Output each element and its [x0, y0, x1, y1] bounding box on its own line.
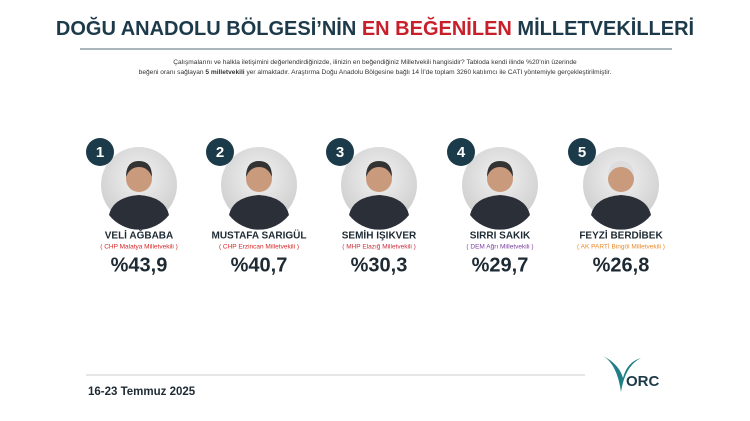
- rank-number: 4: [457, 144, 466, 161]
- title-part: MİLLETVEKİLLERİ: [512, 17, 694, 40]
- rank-badge: [326, 138, 354, 166]
- rank-badge: [86, 138, 114, 166]
- title-highlight: EN BEĞENİLEN: [362, 16, 512, 40]
- member-name: MUSTAFA SARIGÜL: [212, 229, 307, 242]
- member-score: %40,7: [231, 254, 288, 276]
- photo-head: [246, 166, 272, 192]
- photo-hair: [487, 161, 513, 177]
- member-list: 1 VELİ AĞBABA ( CHP Malatya Milletvekili )…: [86, 138, 665, 276]
- photo-hair: [608, 161, 634, 177]
- photo-head: [366, 166, 392, 192]
- member-score: %43,9: [111, 254, 168, 276]
- rank-number: 1: [96, 144, 104, 161]
- member-party: ( CHP Erzincan Milletvekili ): [219, 244, 299, 251]
- photo-silhouette: [470, 195, 530, 230]
- photo-head: [487, 166, 513, 192]
- description-line: Çalışmalarını ve halkla iletişimini değe…: [173, 59, 577, 66]
- member-party: ( CHP Malatya Milletvekili ): [100, 244, 178, 251]
- rank-badge: [447, 138, 475, 166]
- member-score: %29,7: [472, 254, 529, 276]
- photo-head: [126, 166, 152, 192]
- title: DOĞU ANADOLU BÖLGESİ’NİN EN BEĞENİLEN Mİ…: [56, 16, 694, 40]
- logo-text: ORC: [626, 373, 660, 390]
- rank-number: 2: [216, 144, 224, 161]
- photo-silhouette: [109, 195, 169, 230]
- title-part: DOĞU ANADOLU BÖLGESİ’NİN: [56, 16, 362, 40]
- rank-badge: [206, 138, 234, 166]
- member-score: %30,3: [351, 254, 408, 276]
- logo-mark: [603, 356, 641, 392]
- description-line: beğeni oranı sağlayan 5 milletvekili yer…: [139, 67, 612, 76]
- rank-badge: [568, 138, 596, 166]
- member-name: SIRRI SAKIK: [470, 231, 531, 242]
- rank-number: 5: [578, 144, 586, 161]
- photo-hair: [126, 161, 152, 177]
- footer-date: 16-23 Temmuz 2025: [88, 386, 196, 398]
- description-part: yer almaktadır. Araştırma Doğu Anadolu B…: [245, 67, 612, 76]
- member-name: FEYZİ BERDİBEK: [579, 229, 663, 242]
- rank-number: 3: [336, 144, 344, 161]
- member-score: %26,8: [593, 254, 650, 276]
- photo-hair: [366, 161, 392, 177]
- member-party: ( DEM Ağrı Milletvekili ): [466, 244, 533, 251]
- photo-silhouette: [591, 195, 651, 230]
- description-bold: 5 milletvekili: [205, 69, 244, 76]
- photo-hair: [246, 161, 272, 177]
- member-party: ( MHP Elazığ Milletvekili ): [342, 244, 416, 251]
- member-party: ( AK PARTİ Bingöl Milletvekili ): [577, 242, 665, 251]
- member-name: SEMİH IŞIKVER: [342, 229, 417, 242]
- photo-silhouette: [229, 195, 289, 230]
- description-part: beğeni oranı sağlayan: [139, 69, 206, 76]
- photo-head: [608, 166, 634, 192]
- logo: ORC: [603, 356, 660, 392]
- member-name: VELİ AĞBABA: [105, 229, 174, 242]
- photo-silhouette: [349, 195, 409, 230]
